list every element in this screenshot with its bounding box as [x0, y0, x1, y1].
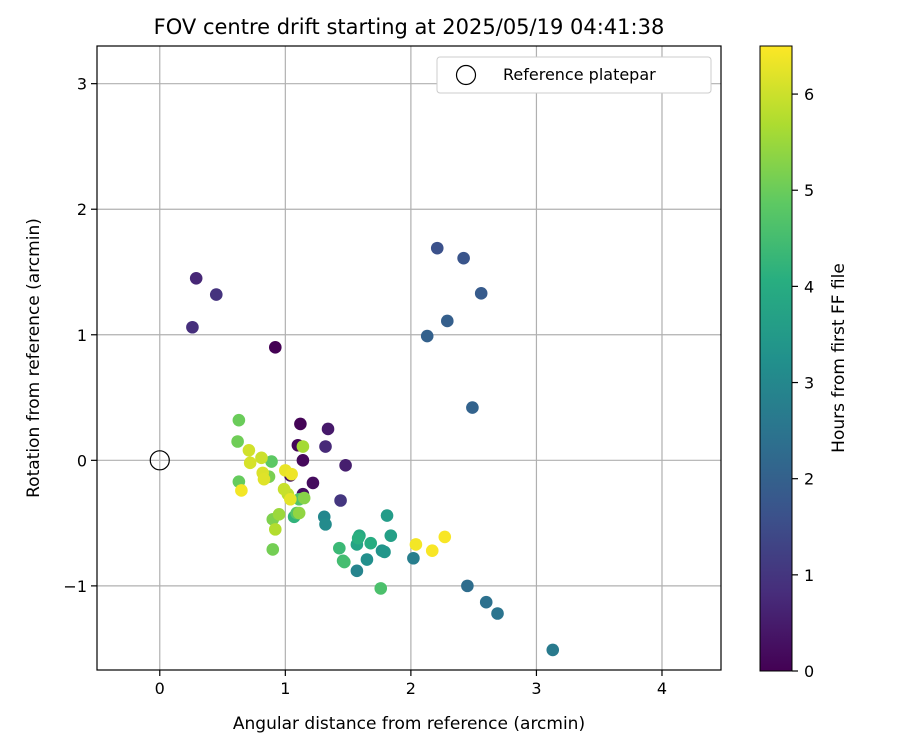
data-point — [266, 543, 280, 556]
colorbar-tick-label: 2 — [804, 470, 814, 489]
colorbar-gradient — [759, 45, 793, 672]
data-point — [380, 509, 394, 522]
x-tick-label: 0 — [155, 679, 165, 698]
data-point — [407, 551, 420, 565]
data-point — [319, 440, 332, 453]
data-point — [479, 595, 493, 609]
data-point — [257, 472, 271, 486]
data-point — [243, 456, 257, 470]
data-point — [277, 482, 291, 496]
data-point — [255, 451, 268, 465]
x-tick-label: 1 — [280, 679, 290, 698]
y-tick-label: 0 — [77, 451, 87, 470]
data-point — [457, 251, 470, 265]
data-point — [209, 288, 223, 301]
colorbar-tick-label: 3 — [804, 374, 814, 393]
data-point — [284, 492, 297, 506]
data-point — [474, 287, 488, 300]
legend: Reference platepar — [436, 56, 712, 94]
data-point — [351, 531, 365, 545]
y-tick-label: 2 — [77, 200, 87, 219]
data-point — [546, 643, 560, 657]
data-point — [321, 422, 335, 436]
data-point — [350, 564, 364, 578]
data-point — [319, 518, 332, 531]
data-point — [265, 455, 278, 468]
data-point — [374, 582, 388, 595]
axis-ticks: 0 1 2 3 4 −1 0 1 2 3 — [63, 75, 667, 698]
data-point — [292, 506, 306, 520]
colorbar-tick-label: 4 — [804, 277, 814, 296]
colorbar-tick-label: 6 — [804, 85, 814, 104]
data-point — [268, 523, 282, 536]
data-point — [420, 329, 434, 343]
data-point — [384, 529, 398, 542]
data-point — [235, 484, 248, 497]
y-tick-label: 1 — [77, 326, 87, 345]
legend-label: Reference platepar — [503, 65, 656, 84]
data-point — [285, 467, 298, 481]
y-axis-label: Rotation from reference (arcmin) — [24, 218, 44, 498]
data-point — [360, 553, 374, 566]
y-tick-label: 3 — [77, 75, 87, 94]
data-point — [268, 341, 282, 354]
data-point — [272, 508, 286, 521]
x-tick-label: 3 — [531, 679, 541, 698]
data-point — [430, 241, 444, 255]
data-point — [466, 401, 479, 414]
data-point — [338, 555, 351, 569]
data-point — [334, 494, 347, 507]
colorbar-label: Hours from first FF file — [829, 263, 849, 453]
data-point — [339, 459, 352, 472]
data-point — [296, 454, 310, 467]
data-point — [364, 536, 378, 550]
data-point — [189, 271, 203, 285]
chart-title: FOV centre drift starting at 2025/05/19 … — [154, 15, 665, 39]
y-tick-label: −1 — [63, 577, 87, 596]
data-point — [296, 440, 310, 453]
legend-marker — [455, 64, 477, 86]
data-point — [186, 320, 199, 334]
x-tick-label: 4 — [657, 679, 667, 698]
data-point — [333, 541, 346, 555]
data-point — [409, 538, 423, 551]
colorbar-ticks: 0 1 2 3 4 5 6 — [792, 85, 814, 681]
legend-box — [436, 56, 712, 94]
data-point — [378, 545, 391, 559]
data-points — [149, 241, 560, 657]
grid-lines — [97, 46, 721, 670]
data-point — [297, 491, 311, 505]
data-point — [232, 413, 246, 427]
colorbar-tick-label: 1 — [804, 566, 814, 585]
data-point — [491, 607, 504, 620]
data-point — [425, 544, 439, 558]
data-point — [242, 443, 256, 457]
reference-platepar-marker — [149, 450, 170, 471]
data-point — [231, 435, 244, 448]
data-point — [306, 476, 320, 490]
plot-frame — [96, 45, 722, 671]
data-point — [294, 417, 307, 431]
data-point — [438, 530, 452, 544]
data-point — [440, 314, 454, 328]
colorbar: 0 1 2 3 4 5 6 Hours from first FF file — [759, 45, 849, 681]
colorbar-tick-label: 0 — [804, 662, 814, 681]
data-point — [461, 579, 474, 593]
x-tick-label: 2 — [406, 679, 416, 698]
colorbar-tick-label: 5 — [804, 181, 814, 200]
x-axis-label: Angular distance from reference (arcmin) — [233, 714, 585, 734]
